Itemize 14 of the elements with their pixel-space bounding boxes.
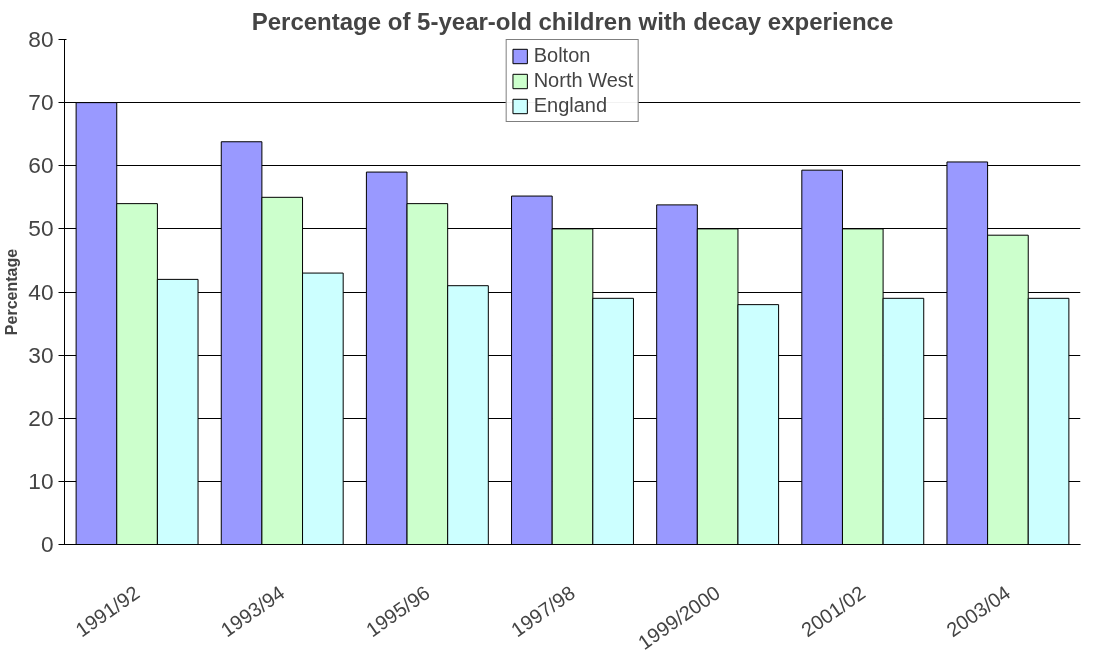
y-tick-label: 0 — [40, 531, 54, 557]
y-tick-label: 10 — [28, 467, 54, 494]
y-tick-label: 40 — [28, 278, 54, 305]
y-tick-label: 70 — [28, 89, 54, 116]
y-axis-title: Percentage — [3, 248, 21, 336]
chart-title: Percentage of 5-year-old children with decay experience — [251, 7, 894, 35]
y-tick-label: 50 — [28, 215, 54, 242]
y-tick-label: 80 — [28, 26, 54, 52]
legend-label: England — [533, 94, 608, 117]
y-tick-label: 20 — [28, 404, 54, 431]
y-tick-label: 60 — [28, 152, 54, 179]
legend-label: Bolton — [533, 44, 591, 67]
y-tick-label: 30 — [28, 341, 54, 368]
legend-label: North West — [533, 69, 634, 92]
